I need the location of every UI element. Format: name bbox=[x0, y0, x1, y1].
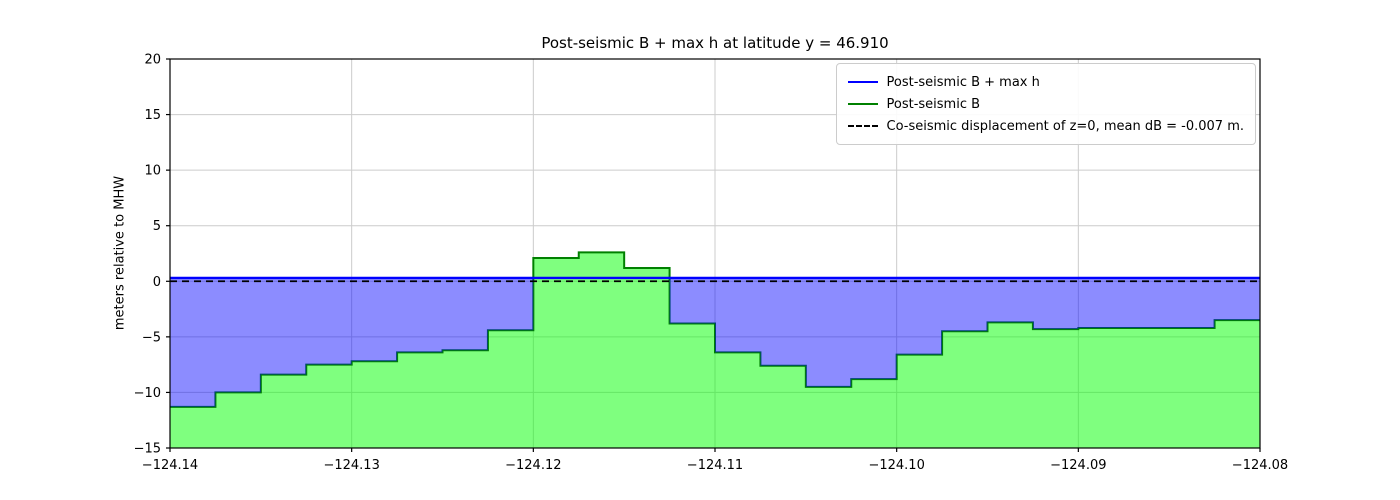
legend-line-green-icon bbox=[847, 103, 878, 105]
legend-label-b-plus-h: Post-seismic B + max h bbox=[886, 74, 1040, 90]
y-tick-label: 15 bbox=[144, 108, 161, 123]
y-tick-label: 20 bbox=[144, 53, 161, 68]
x-tick-label: −124.12 bbox=[505, 458, 561, 473]
y-tick-label: 10 bbox=[144, 164, 161, 179]
y-tick-label: −5 bbox=[142, 330, 161, 345]
y-axis-label: meters relative to MHW bbox=[112, 175, 128, 331]
series-layer bbox=[170, 251, 1260, 448]
legend-label-coseismic: Co-seismic displacement of z=0, mean dB … bbox=[886, 118, 1245, 134]
x-tick-label: −124.11 bbox=[687, 458, 743, 473]
axes bbox=[166, 58, 1261, 452]
x-tick-label: −124.08 bbox=[1232, 458, 1288, 473]
b-plus-h-fill-area bbox=[170, 277, 1260, 407]
legend-item-coseismic: Co-seismic displacement of z=0, mean dB … bbox=[847, 115, 1245, 137]
post-seismic-b-line bbox=[170, 251, 1260, 408]
x-tick-label: −124.14 bbox=[142, 458, 198, 473]
legend-item-b: Post-seismic B bbox=[847, 93, 1245, 115]
legend-line-blue-icon bbox=[847, 81, 878, 83]
legend: Post-seismic B + max h Post-seismic B Co… bbox=[835, 63, 1256, 145]
y-tick-label: 0 bbox=[153, 275, 161, 290]
legend-item-b-plus-h: Post-seismic B + max h bbox=[847, 71, 1245, 93]
legend-line-dashed-icon bbox=[847, 125, 878, 127]
y-tick-label: −15 bbox=[134, 442, 161, 457]
x-tick-label: −124.09 bbox=[1050, 458, 1106, 473]
legend-label-b: Post-seismic B bbox=[886, 96, 981, 112]
tick-labels: −124.14 −124.13 −124.12 −124.11 −124.10 −124.… bbox=[134, 53, 1289, 474]
y-tick-label: −10 bbox=[134, 386, 161, 401]
chart-title: Post-seismic B + max h at latitude y = 4… bbox=[541, 34, 889, 52]
x-tick-label: −124.13 bbox=[323, 458, 379, 473]
y-tick-label: 5 bbox=[153, 219, 161, 234]
x-tick-label: −124.10 bbox=[868, 458, 924, 473]
